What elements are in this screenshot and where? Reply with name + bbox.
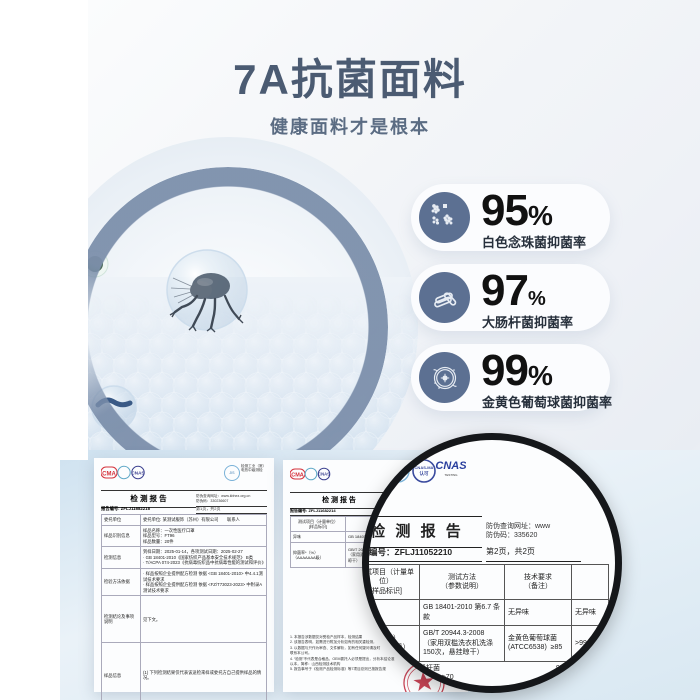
svg-text:CMA: CMA: [102, 472, 116, 478]
svg-text:CNAS: CNAS: [318, 472, 330, 477]
svg-text:CNAS-MA: CNAS-MA: [415, 465, 434, 470]
svg-text:JIS: JIS: [393, 470, 402, 476]
svg-text:CNAS: CNAS: [435, 460, 466, 472]
svg-text:CNAS: CNAS: [131, 470, 144, 475]
svg-text:CMA: CMA: [291, 473, 304, 479]
svg-text:TESTING: TESTING: [444, 473, 458, 477]
svg-text:认可: 认可: [420, 470, 429, 477]
